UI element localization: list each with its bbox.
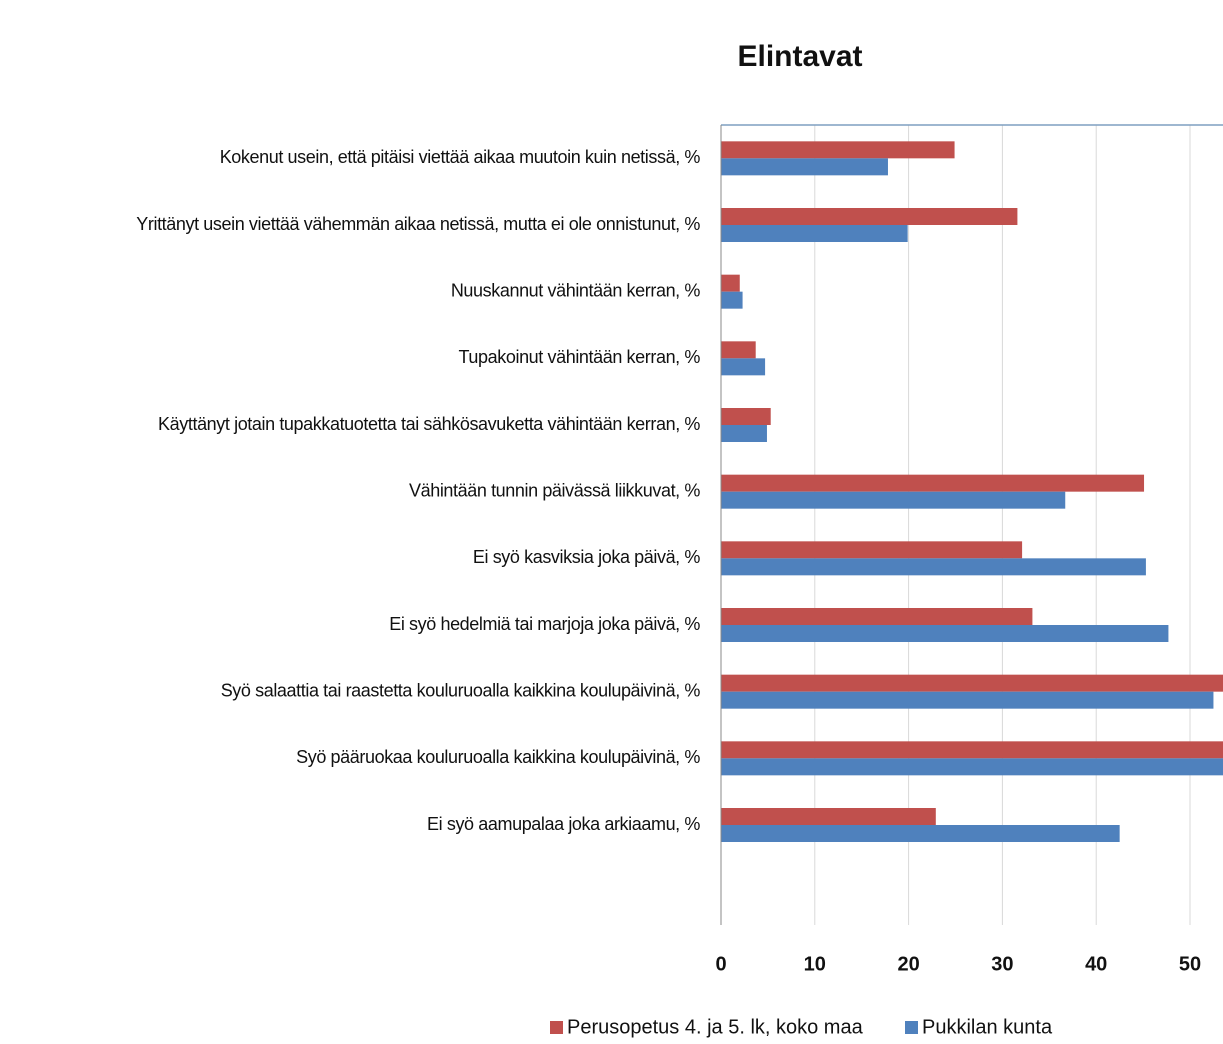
bar [721,558,1146,576]
x-tick-label: 50 [1179,953,1201,975]
y-tick-label: Syö salaattia tai raastetta kouluruoalla… [221,680,701,700]
bar [721,691,1214,709]
bar [721,625,1169,642]
y-tick-label: Yrittänyt usein viettää vähemmän aikaa n… [136,214,700,234]
y-tick-label: Vähintään tunnin päivässä liikkuvat, % [409,480,700,500]
x-tick-label: 40 [1085,953,1107,975]
bar [721,674,1223,692]
legend-label: Perusopetus 4. ja 5. lk, koko maa [567,1016,864,1038]
bar [721,608,1033,625]
bar [721,408,771,425]
bar [721,541,1023,559]
bar [721,758,1223,776]
plot-area [721,125,1223,925]
bar [721,341,756,359]
bar [721,208,1018,225]
y-tick-label: Tupakoinut vähintään kerran, % [459,347,701,367]
bar [721,291,743,309]
bar [721,225,908,242]
y-tick-label: Syö pääruokaa kouluruoalla kaikkina koul… [296,747,700,767]
bar [721,808,936,825]
y-tick-label: Ei syö aamupalaa joka arkiaamu, % [427,814,700,834]
x-tick-label: 30 [991,953,1013,975]
bar [721,274,740,292]
legend-swatch [905,1021,918,1034]
y-tick-label: Ei syö hedelmiä tai marjoja joka päivä, … [389,614,700,634]
x-tick-label: 20 [897,953,919,975]
bar [721,825,1120,842]
y-tick-label: Kokenut usein, että pitäisi viettää aika… [220,147,701,167]
bar [721,425,767,442]
x-tick-label: 0 [715,953,726,975]
chart-title: Elintavat [737,40,862,73]
bar [721,741,1223,759]
legend-label: Pukkilan kunta [922,1016,1053,1038]
y-tick-label: Nuuskannut vähintään kerran, % [451,280,701,300]
bar [721,141,955,159]
y-tick-label: Käyttänyt jotain tupakkatuotetta tai säh… [158,414,700,434]
bar [721,491,1066,509]
bar [721,158,888,176]
y-tick-label: Ei syö kasviksia joka päivä, % [473,547,700,567]
bar [721,358,766,376]
bar [721,474,1145,492]
x-tick-label: 10 [804,953,826,975]
legend-swatch [550,1021,563,1034]
